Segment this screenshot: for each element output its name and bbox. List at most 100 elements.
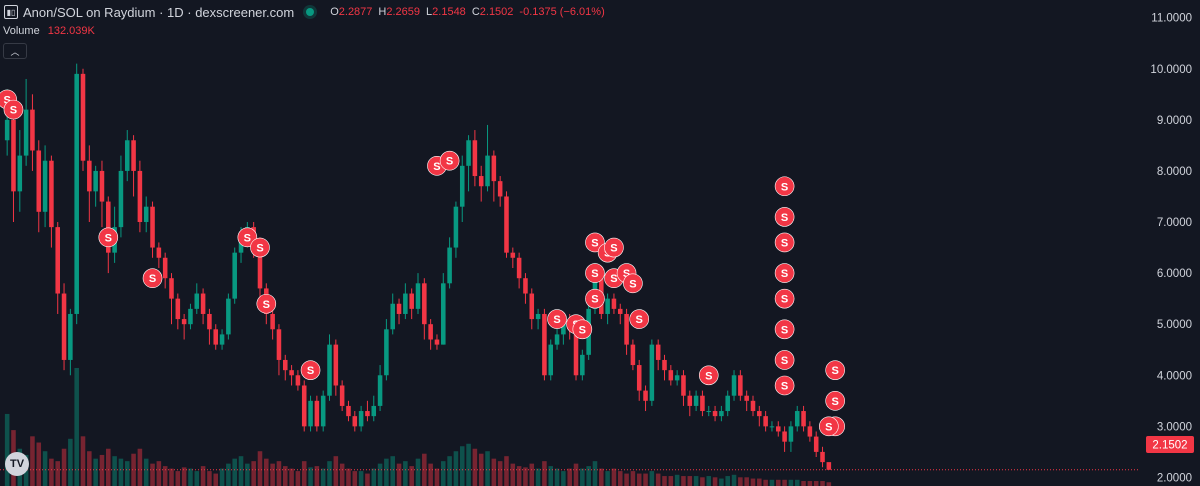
sell-marker[interactable] <box>439 150 460 171</box>
sell-marker[interactable] <box>774 319 795 340</box>
candle-body <box>118 170 124 228</box>
candle-body <box>346 405 351 417</box>
sell-marker[interactable] <box>774 207 795 227</box>
candle-body <box>270 313 275 330</box>
candle-body <box>813 436 819 452</box>
volume-bar <box>327 461 332 486</box>
candle-body <box>529 293 535 320</box>
volume-bar <box>693 476 699 486</box>
volume-bar <box>624 473 629 486</box>
candle-body <box>719 411 724 417</box>
volume-bar <box>415 458 421 486</box>
volume-bar <box>181 467 187 486</box>
sell-marker[interactable] <box>572 319 593 340</box>
sell-marker[interactable] <box>774 232 795 253</box>
candle-body <box>93 170 98 192</box>
volume-bar <box>567 468 572 486</box>
candle-body <box>371 405 377 417</box>
sell-marker-label: S <box>781 294 788 306</box>
sell-marker[interactable] <box>604 237 624 258</box>
sell-marker-label: S <box>781 268 788 280</box>
sell-marker[interactable] <box>98 227 119 248</box>
candle-body <box>611 298 617 309</box>
sell-marker[interactable] <box>698 365 719 386</box>
candle-body <box>384 329 389 376</box>
candle-body <box>194 293 200 309</box>
symbol-title[interactable]: Anon/SOL on Raydium · 1D · dexscreener.c… <box>23 4 295 20</box>
sell-marker[interactable] <box>774 263 795 283</box>
volume-bar <box>339 463 345 486</box>
volume-bar <box>257 451 263 486</box>
low-value: 2.1548 <box>432 6 466 18</box>
chevron-up-icon[interactable]: ︿ <box>3 43 27 59</box>
sell-markers[interactable]: SSSSSSSSSSSSSSSSSSSSSSSSSSSSSSSSSSS <box>0 89 845 437</box>
volume-bar <box>801 481 806 486</box>
candle-body <box>49 160 54 228</box>
volume-bar <box>232 458 237 486</box>
sell-marker-label: S <box>591 268 598 280</box>
candle-body <box>466 140 471 166</box>
volume-bar <box>599 468 604 486</box>
candle-body <box>573 329 579 376</box>
candle-body <box>794 411 800 427</box>
volume-bar <box>390 456 395 486</box>
candle-body <box>358 411 364 427</box>
sell-marker-label: S <box>105 232 112 244</box>
volume-bar <box>700 477 705 486</box>
volume-bar <box>377 463 383 486</box>
sell-marker[interactable] <box>585 288 605 309</box>
volume-bar <box>706 476 712 486</box>
live-dot-icon <box>306 8 315 16</box>
sell-marker[interactable] <box>819 416 839 437</box>
sell-marker[interactable] <box>629 309 650 329</box>
sell-marker[interactable] <box>623 273 643 294</box>
sell-marker[interactable] <box>300 360 321 380</box>
candle-body <box>649 344 655 401</box>
candle-body <box>447 247 452 284</box>
candle-body <box>757 411 762 417</box>
candle-body <box>441 283 446 345</box>
volume-bar <box>282 466 288 486</box>
open-value: 2.2877 <box>338 6 373 18</box>
candles-icon[interactable]: ▮▯ <box>4 5 18 19</box>
candle-body <box>801 411 806 427</box>
candle-body <box>282 359 288 371</box>
price-axis[interactable]: 11.0000 10.0000 9.0000 8.0000 7.0000 6.0000 5.… <box>1150 13 1192 485</box>
sell-marker[interactable] <box>774 176 795 197</box>
volume-bar <box>580 468 585 486</box>
volume-bar <box>497 461 503 486</box>
volume-bar <box>687 476 693 486</box>
sell-marker[interactable] <box>142 268 163 289</box>
candle-body <box>782 431 787 442</box>
sell-marker[interactable] <box>774 375 795 396</box>
sell-marker[interactable] <box>825 360 845 380</box>
sell-marker[interactable] <box>547 309 567 329</box>
candle-body <box>106 201 111 253</box>
price-axis-tick: 3.0000 <box>1157 421 1192 433</box>
candle-body <box>788 426 794 442</box>
sell-marker[interactable] <box>256 293 277 314</box>
candle-body <box>826 462 832 470</box>
low-label: L <box>426 6 433 18</box>
sell-marker[interactable] <box>774 288 795 309</box>
price-axis-tick: 9.0000 <box>1157 115 1192 127</box>
volume-bar <box>93 458 98 486</box>
volume-bar <box>668 476 674 486</box>
volume-bar <box>630 471 636 486</box>
volume-bar <box>270 463 275 486</box>
sell-marker[interactable] <box>585 263 605 283</box>
sell-marker[interactable] <box>3 99 24 120</box>
volume-bar <box>194 471 200 486</box>
sell-marker[interactable] <box>774 350 795 370</box>
sell-marker[interactable] <box>825 391 845 411</box>
volume-bar <box>617 471 623 486</box>
sell-marker[interactable] <box>250 237 270 258</box>
tradingview-logo[interactable]: TV <box>5 452 29 476</box>
candle-body <box>453 206 459 248</box>
volume-bar <box>346 468 351 486</box>
volume-bar <box>586 466 591 486</box>
volume-bar <box>74 368 79 486</box>
candle-body <box>150 206 155 248</box>
price-axis-tick: 8.0000 <box>1157 166 1192 178</box>
